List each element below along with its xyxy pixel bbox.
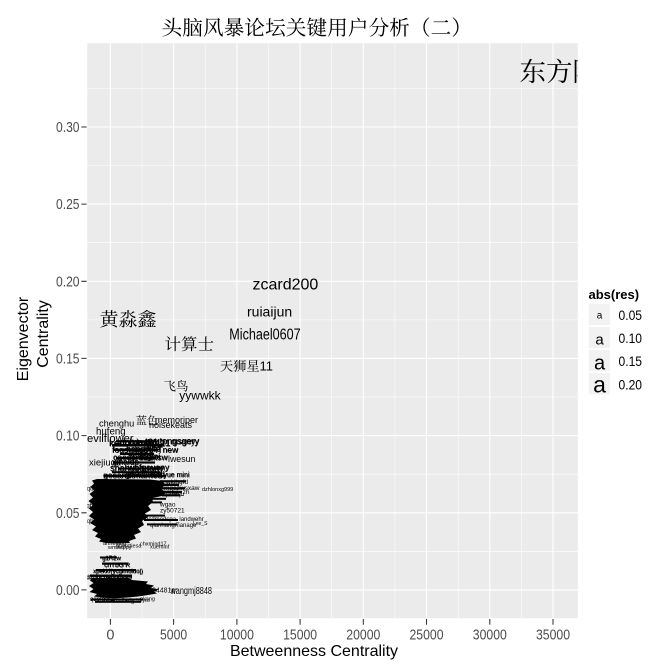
svg-text:chTbG R: chTbG R [104, 562, 130, 569]
svg-text:qianhangmanage: qianhangmanage [150, 523, 197, 529]
svg-text:hbenwliang: hbenwliang [104, 599, 134, 605]
svg-text:gpenttiesa: gpenttiesa [116, 544, 142, 550]
svg-text:Lee_S: Lee_S [193, 521, 208, 527]
svg-text:30000: 30000 [473, 628, 507, 644]
svg-text:polkiju: polkiju [166, 491, 185, 498]
svg-text:xpekkf(ycglmoluo|): xpekkf(ycglmoluo|) [93, 569, 143, 575]
svg-text:hufeng: hufeng [96, 427, 126, 438]
svg-text:wutongsgery: wutongsgery [147, 436, 200, 446]
svg-text:chxmind17: chxmind17 [140, 542, 167, 548]
svg-text:0.10: 0.10 [56, 429, 80, 445]
svg-text:happylife: happylife [126, 444, 160, 454]
svg-text:kentzhbxia421: kentzhbxia421 [109, 438, 170, 449]
svg-text:a: a [593, 371, 606, 397]
svg-text:5000: 5000 [160, 628, 187, 644]
svg-text:lwesun: lwesun [168, 454, 195, 464]
svg-text:0.05: 0.05 [619, 308, 643, 323]
svg-text:0.10: 0.10 [619, 331, 643, 346]
svg-text:0.15: 0.15 [619, 354, 643, 369]
svg-text:g1R2w: g1R2w [103, 556, 122, 562]
svg-text:zcard200: zcard200 [253, 277, 319, 294]
svg-text:0.20: 0.20 [56, 274, 80, 290]
svg-text:stARTnew: stARTnew [140, 445, 180, 455]
svg-text:quany: quany [171, 437, 196, 447]
svg-text:20000: 20000 [346, 628, 380, 644]
svg-text:jqb: jqb [84, 504, 94, 510]
svg-text:25000: 25000 [410, 628, 444, 644]
svg-text:a: a [594, 352, 606, 374]
svg-text:10000: 10000 [220, 628, 254, 644]
svg-text:0.00: 0.00 [56, 583, 80, 599]
svg-text:pkang: pkang [140, 597, 155, 603]
svg-text:artnetdog: artnetdog [103, 541, 126, 547]
svg-text:wangmj8848: wangmj8848 [170, 586, 213, 597]
svg-text:greenwbird: greenwbird [125, 470, 165, 479]
svg-text:Michael0607: Michael0607 [229, 327, 300, 344]
svg-text:Eigenvector: Eigenvector [15, 296, 32, 381]
svg-text:g1R2w: g1R2w [102, 556, 121, 562]
svg-text:mqazwsxaw: mqazwsxaw [164, 485, 200, 492]
svg-text:kentzhbxia421: kentzhbxia421 [110, 438, 171, 449]
svg-text:keatsw: keatsw [142, 452, 169, 462]
svg-text:yywwkk: yywwkk [179, 389, 221, 403]
svg-text:wgao: wgao [159, 502, 176, 509]
svg-text:84481p:: 84481p: [152, 588, 177, 595]
svg-text:wbfgeuany: wbfgeuany [128, 462, 171, 472]
svg-text:noisekeats: noisekeats [149, 420, 193, 430]
svg-text:mei yue mini: mei yue mini [151, 472, 191, 479]
svg-text:Betweenness Centrality: Betweenness Centrality [230, 643, 398, 660]
svg-text:ruiaijun: ruiaijun [247, 303, 292, 319]
svg-text:mei yue mini: mei yue mini [150, 472, 190, 479]
svg-text:a: a [595, 331, 604, 348]
svg-text:wmhappy: wmhappy [107, 545, 132, 551]
svg-text:15000: 15000 [283, 628, 317, 644]
svg-text:mhl bingxin: mhl bingxin [134, 482, 164, 488]
svg-text:zhangmi: zhangmi [129, 451, 161, 461]
svg-text:0.15: 0.15 [56, 352, 80, 368]
svg-text:dzogchenqqs99: dzogchenqqs99 [86, 574, 132, 581]
svg-text:wkjhgfd: wkjhgfd [165, 479, 188, 486]
svg-text:xpekkf(ycglmoluo|): xpekkf(ycglmoluo|) [94, 569, 144, 575]
svg-text:jqb: jqb [85, 519, 95, 525]
svg-text:xueminf: xueminf [150, 545, 170, 551]
svg-text:mischhyto: mischhyto [125, 598, 150, 604]
svg-text:a: a [597, 310, 603, 321]
svg-text:stARTnew: stARTnew [139, 445, 179, 455]
svg-text:zy50721: zy50721 [160, 508, 185, 515]
svg-text:keatsw: keatsw [141, 452, 168, 462]
svg-text:xiejiugd: xiejiugd [89, 458, 121, 469]
svg-text:0.05: 0.05 [56, 506, 80, 522]
svg-text:wbfgeuany: wbfgeuany [127, 462, 170, 472]
svg-text:0.20: 0.20 [619, 378, 643, 393]
svg-text:wutongsgery: wutongsgery [148, 436, 201, 446]
svg-text:35000: 35000 [536, 628, 570, 644]
svg-text:dzhlonxg999: dzhlonxg999 [202, 487, 233, 493]
svg-text:0: 0 [106, 628, 114, 644]
svg-text:jqb: jqb [85, 487, 95, 493]
svg-text:qqpfaeng: qqpfaeng [90, 597, 115, 603]
svg-text:shulandemao_zh: shulandemao_zh [140, 489, 190, 496]
svg-text:chTbG R: chTbG R [105, 562, 131, 569]
svg-text:0.30: 0.30 [56, 120, 80, 136]
svg-text:0.25: 0.25 [56, 197, 80, 213]
svg-text:zhangmi: zhangmi [128, 451, 160, 461]
svg-text:11: 11 [260, 359, 274, 374]
svg-text:bcdmedspa_landwehr: bcdmedspa_landwehr [145, 517, 204, 523]
svg-text:abs(res): abs(res) [589, 287, 640, 302]
svg-text:memoriper: memoriper [155, 415, 198, 425]
svg-text:Centrality: Centrality [35, 300, 52, 368]
svg-text:chenghu: chenghu [99, 419, 134, 429]
